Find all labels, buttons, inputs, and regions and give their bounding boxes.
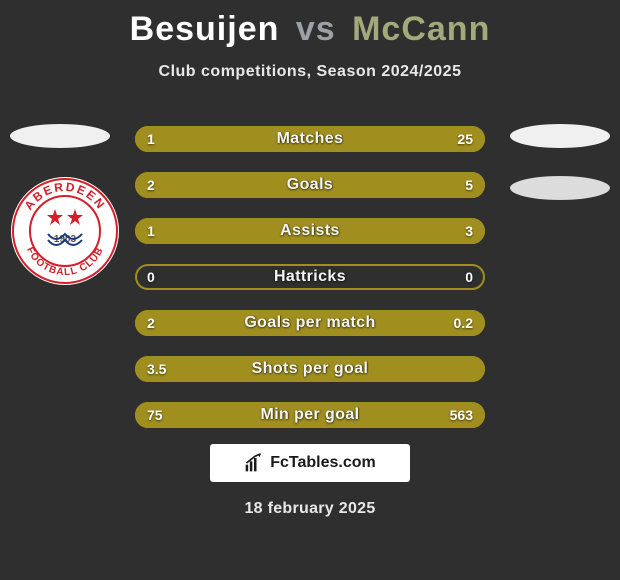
branding-badge: FcTables.com: [210, 444, 410, 482]
stat-label: Min per goal: [135, 402, 485, 428]
stat-label: Matches: [135, 126, 485, 152]
stat-row: 13Assists: [135, 218, 485, 244]
stat-row: 00Hattricks: [135, 264, 485, 290]
stat-label: Assists: [135, 218, 485, 244]
player1-name: Besuijen: [130, 10, 280, 48]
subtitle: Club competitions, Season 2024/2025: [0, 63, 620, 81]
comparison-chart: 125Matches 25Goals 13Assists 00Hattricks 20.…: [135, 126, 485, 448]
page-title: Besuijen vs McCann: [0, 0, 620, 49]
stat-label: Goals per match: [135, 310, 485, 336]
stat-row: 3.5Shots per goal: [135, 356, 485, 382]
player1-avatar: [10, 124, 110, 148]
branding-text: FcTables.com: [270, 454, 376, 472]
fctables-logo-icon: [244, 453, 264, 473]
stat-row: 25Goals: [135, 172, 485, 198]
stat-row: 20.2Goals per match: [135, 310, 485, 336]
stat-label: Shots per goal: [135, 356, 485, 382]
player2-name: McCann: [352, 10, 490, 48]
player2-club-badge: [510, 176, 610, 200]
player2-avatar: [510, 124, 610, 148]
player1-club-badge: ABERDEEN FOOTBALL CLUB 1903: [10, 176, 120, 286]
stat-row: 75563Min per goal: [135, 402, 485, 428]
stat-row: 125Matches: [135, 126, 485, 152]
stat-label: Goals: [135, 172, 485, 198]
date-text: 18 february 2025: [0, 500, 620, 518]
stat-label: Hattricks: [135, 264, 485, 290]
vs-separator: vs: [296, 10, 336, 48]
